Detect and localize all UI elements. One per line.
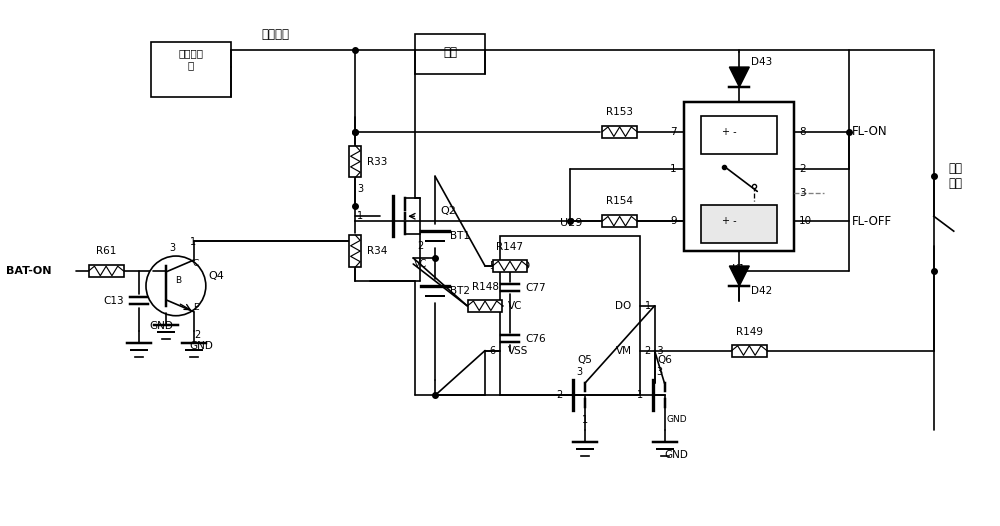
Text: VM: VM <box>616 346 632 356</box>
Text: R34: R34 <box>367 246 388 256</box>
Text: VC: VC <box>508 301 522 311</box>
Bar <box>602 126 637 138</box>
Text: GND: GND <box>149 321 173 331</box>
Text: 2: 2 <box>195 330 201 340</box>
Bar <box>89 265 124 277</box>
Text: GND: GND <box>665 450 688 460</box>
Text: BT2: BT2 <box>450 286 470 296</box>
Text: Q6: Q6 <box>657 356 672 366</box>
Text: 2  3: 2 3 <box>645 346 663 356</box>
Text: R154: R154 <box>606 196 633 206</box>
Text: C77: C77 <box>525 283 546 293</box>
Text: 9: 9 <box>670 216 677 226</box>
Text: 6: 6 <box>489 346 495 356</box>
Text: FL-ON: FL-ON <box>852 125 888 138</box>
Bar <box>349 235 361 267</box>
Text: C13: C13 <box>103 296 124 306</box>
Text: Q4: Q4 <box>209 271 225 281</box>
Text: 5: 5 <box>489 261 495 271</box>
Text: BT1: BT1 <box>450 231 470 241</box>
Text: Q2: Q2 <box>440 206 456 216</box>
Text: 分离
开关: 分离 开关 <box>949 163 963 190</box>
Text: E: E <box>193 304 198 312</box>
Bar <box>349 146 361 177</box>
Text: 3: 3 <box>357 185 363 195</box>
Bar <box>151 42 231 97</box>
Text: B: B <box>175 276 181 286</box>
Text: U29: U29 <box>560 218 582 228</box>
Text: C76: C76 <box>525 333 546 343</box>
Text: 3: 3 <box>656 367 663 377</box>
Bar <box>493 260 527 272</box>
Text: 供电母线: 供电母线 <box>262 28 290 41</box>
Text: DO: DO <box>615 301 632 311</box>
Text: C: C <box>193 259 199 268</box>
Text: 1: 1 <box>637 390 643 400</box>
Text: 负载: 负载 <box>443 46 457 58</box>
Text: 3: 3 <box>577 367 583 377</box>
Bar <box>415 34 485 74</box>
Text: R153: R153 <box>606 107 633 117</box>
Text: 3: 3 <box>799 188 806 198</box>
Bar <box>701 205 777 243</box>
Text: R149: R149 <box>736 327 763 337</box>
Text: 1: 1 <box>357 211 363 221</box>
Text: 1: 1 <box>645 301 651 311</box>
Text: VDD: VDD <box>508 261 531 271</box>
Polygon shape <box>729 266 749 286</box>
Text: 2: 2 <box>799 164 806 174</box>
Text: 7: 7 <box>670 127 677 137</box>
Text: 3: 3 <box>169 243 175 253</box>
Text: VSS: VSS <box>508 346 528 356</box>
Text: FL-OFF: FL-OFF <box>852 215 892 228</box>
Text: K1: K1 <box>732 264 746 274</box>
Text: 2: 2 <box>557 390 563 400</box>
Text: 10: 10 <box>799 216 812 226</box>
Text: 4: 4 <box>489 301 495 311</box>
Text: GND: GND <box>667 415 687 424</box>
Text: R147: R147 <box>496 242 523 252</box>
Text: Q5: Q5 <box>577 356 592 366</box>
Bar <box>701 116 777 154</box>
Text: 1: 1 <box>190 237 196 247</box>
Text: 太阳电池
阵: 太阳电池 阵 <box>178 48 203 70</box>
Text: + -: + - <box>722 127 737 137</box>
Text: R61: R61 <box>96 246 116 256</box>
Text: D43: D43 <box>751 57 773 67</box>
Text: D42: D42 <box>751 286 773 296</box>
Text: 8: 8 <box>799 127 806 137</box>
Text: R33: R33 <box>367 157 388 167</box>
Bar <box>684 102 794 251</box>
Text: 2: 2 <box>417 241 423 251</box>
Bar <box>732 345 767 357</box>
Text: VC: VC <box>414 259 427 269</box>
Text: R148: R148 <box>472 282 499 292</box>
Text: + -: + - <box>722 216 737 226</box>
Bar <box>602 215 637 227</box>
Polygon shape <box>729 67 749 87</box>
Text: GND: GND <box>189 341 213 351</box>
Circle shape <box>146 256 206 316</box>
Text: BAT-ON: BAT-ON <box>6 266 52 276</box>
Bar <box>468 300 502 312</box>
Bar <box>500 236 640 396</box>
Text: 1: 1 <box>670 164 677 174</box>
Text: 1: 1 <box>582 415 588 425</box>
